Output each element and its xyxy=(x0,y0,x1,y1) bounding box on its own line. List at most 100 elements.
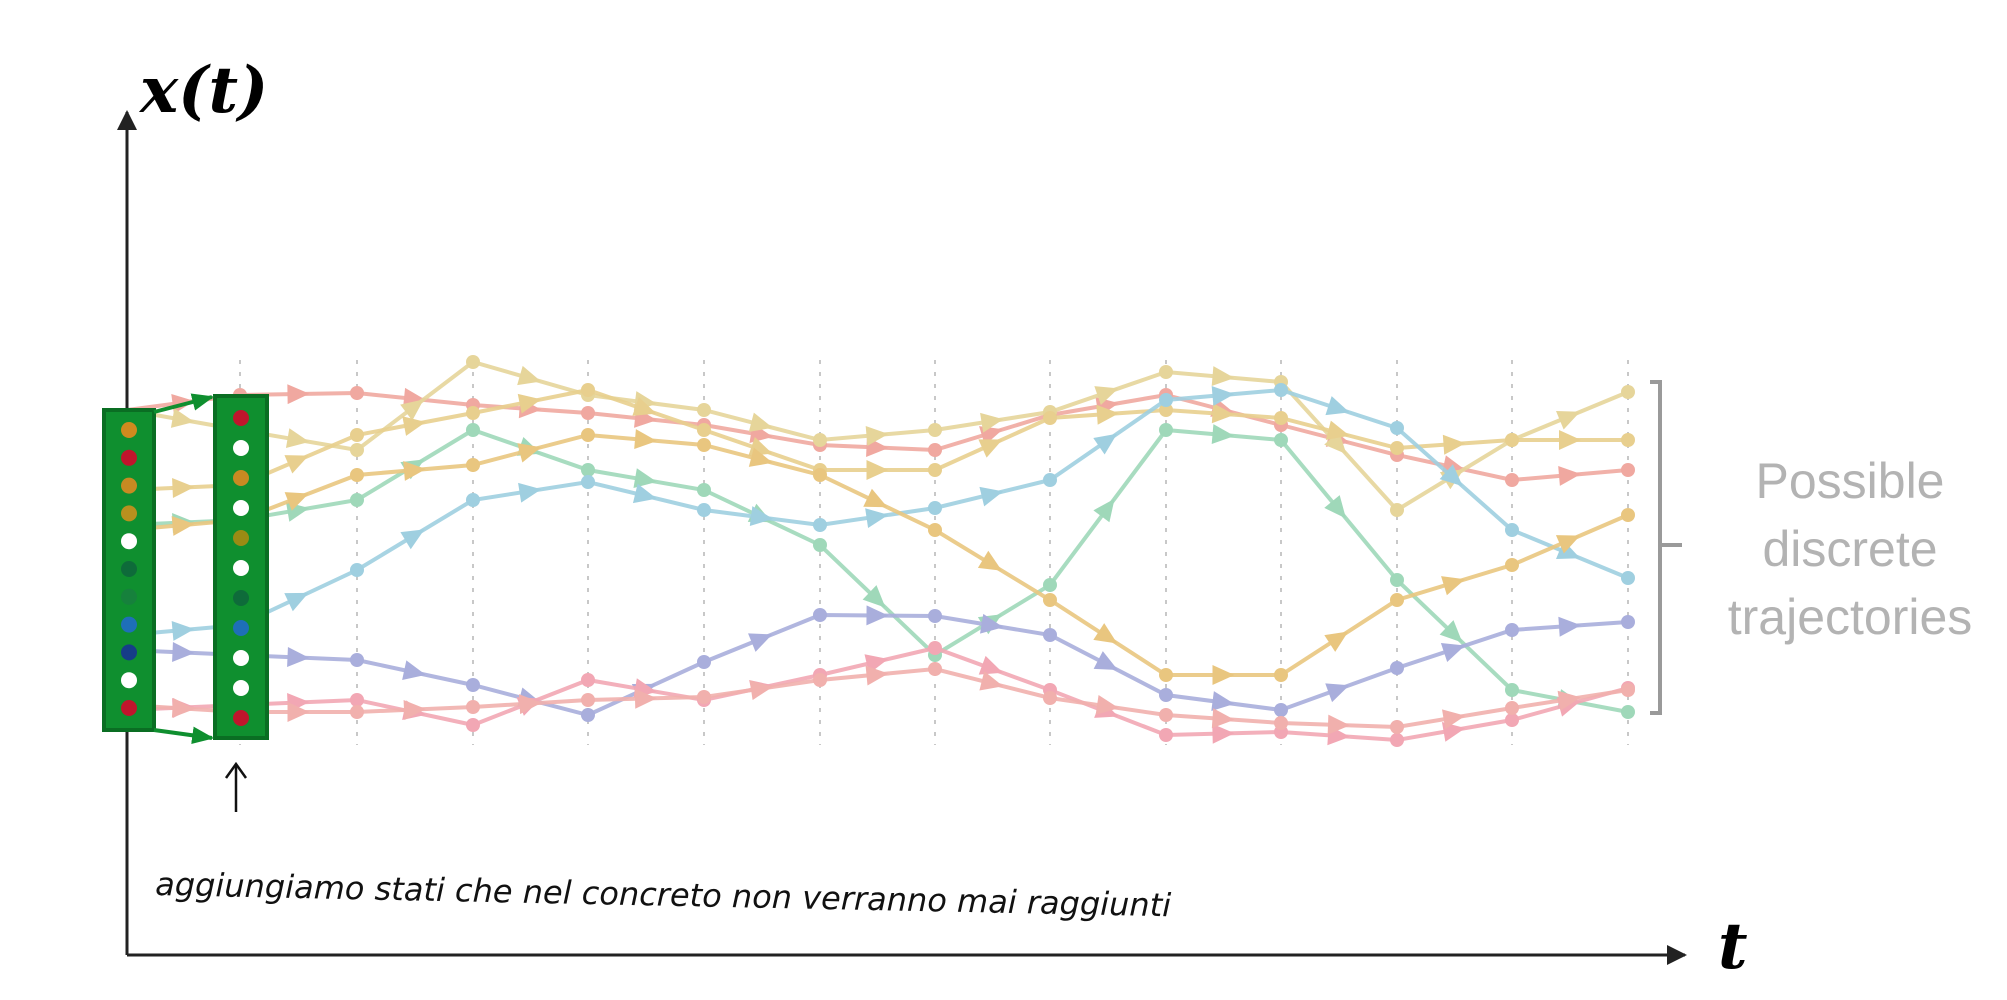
trajectory-node xyxy=(581,673,595,687)
state-dot xyxy=(233,590,249,606)
trajectory-node xyxy=(350,705,364,719)
trajectory-arrowhead xyxy=(978,439,1003,458)
trajectory-arrowhead xyxy=(1439,464,1463,487)
trajectory-node xyxy=(1274,716,1288,730)
brace-label-line-1: Possible xyxy=(1756,453,1945,509)
state-dot xyxy=(121,588,137,605)
trajectory-node xyxy=(928,662,942,676)
trajectory-arrowhead xyxy=(748,412,773,432)
trajectory-arrowhead xyxy=(1558,465,1581,486)
trajectory-node xyxy=(1621,508,1635,522)
trajectory-node xyxy=(1159,668,1173,682)
state-dot xyxy=(233,470,249,486)
trajectory-arrowhead xyxy=(284,455,309,474)
trajectory-node xyxy=(1390,573,1404,587)
trajectory-arrowhead xyxy=(1556,410,1581,430)
trajectory-node xyxy=(1390,720,1404,734)
trajectory-node xyxy=(1159,708,1173,722)
trajectory-node xyxy=(1390,441,1404,455)
state-dot xyxy=(121,477,137,494)
trajectory-arrowhead xyxy=(632,483,657,504)
trajectory-arrowhead xyxy=(518,482,542,503)
trajectory-arrowhead xyxy=(1324,631,1349,652)
trajectory-arrowhead xyxy=(748,633,773,652)
trajectory-node xyxy=(928,443,942,457)
trajectory-node xyxy=(697,483,711,497)
trajectory-node xyxy=(466,718,480,732)
trajectory-node xyxy=(928,423,942,437)
state-dot xyxy=(121,644,137,661)
trajectory-arrowhead xyxy=(866,460,889,480)
trajectory-arrowhead xyxy=(1211,385,1235,406)
trajectory-brace xyxy=(1650,380,1682,715)
trajectory-node xyxy=(350,563,364,577)
trajectory-node xyxy=(697,403,711,417)
trajectory-arrowhead xyxy=(284,592,309,612)
trajectory-node xyxy=(1505,473,1519,487)
trajectory-arrowhead xyxy=(979,671,1004,691)
trajectory-arrowhead xyxy=(1557,690,1581,711)
trajectory-node xyxy=(1505,558,1519,572)
state-dot xyxy=(121,616,137,633)
trajectory-arrowhead xyxy=(1212,723,1235,744)
trajectory-node xyxy=(350,493,364,507)
trajectory-node xyxy=(581,693,595,707)
trajectory-arrowhead xyxy=(287,647,310,668)
state-dot xyxy=(233,530,249,546)
trajectory-arrowhead xyxy=(171,697,195,718)
trajectory-arrowhead xyxy=(979,486,1004,507)
trajectory-node xyxy=(1043,473,1057,487)
trajectory-node xyxy=(813,538,827,552)
trajectory-arrowhead xyxy=(865,665,889,686)
trajectory-node xyxy=(697,503,711,517)
trajectory-node xyxy=(466,700,480,714)
trajectory-node xyxy=(1159,403,1173,417)
trajectory-arrowhead xyxy=(1093,433,1118,455)
trajectory-arrowhead xyxy=(978,655,1003,675)
trajectory-node xyxy=(1621,615,1635,629)
trajectory-arrowhead xyxy=(980,613,1004,634)
trajectory-arrowhead xyxy=(1325,683,1350,703)
trajectory-arrowhead xyxy=(748,447,773,467)
trajectory-node xyxy=(1505,683,1519,697)
brace-label-line-3: trajectories xyxy=(1728,589,1973,645)
brace-label-line-2: discrete xyxy=(1762,521,1937,577)
state-dot xyxy=(121,505,137,522)
trajectory-arrowhead xyxy=(865,508,889,529)
trajectory-arrowhead xyxy=(1093,498,1115,523)
trajectory-node xyxy=(466,493,480,507)
trajectory-arrowhead xyxy=(1096,404,1119,425)
trajectory-arrowhead xyxy=(1211,366,1235,387)
trajectory-arrowhead xyxy=(634,688,657,709)
trajectory-node xyxy=(1043,628,1057,642)
trajectory-node xyxy=(1505,523,1519,537)
trajectory-node xyxy=(350,468,364,482)
trajectory-node xyxy=(928,463,942,477)
trajectory-arrowhead xyxy=(517,365,542,386)
trajectory-arrowhead xyxy=(1211,403,1235,424)
trajectory-arrowhead xyxy=(1327,714,1350,735)
state-arrow-bottom xyxy=(153,726,215,745)
trajectory-node xyxy=(813,468,827,482)
trajectory-arrowhead xyxy=(403,699,426,720)
trajectory-arrowhead xyxy=(1558,616,1581,637)
trajectory-node xyxy=(350,428,364,442)
trajectory-node xyxy=(1159,728,1173,742)
trajectory-arrowhead xyxy=(402,416,426,436)
trajectory-arrowhead xyxy=(1559,430,1581,450)
trajectory-arrowhead xyxy=(1440,642,1465,662)
trajectory-node xyxy=(581,406,595,420)
trajectory-node xyxy=(928,523,942,537)
trajectory-node xyxy=(350,443,364,457)
annotation-arrow xyxy=(224,761,248,812)
trajectory-node xyxy=(928,609,942,623)
trajectory-node xyxy=(466,458,480,472)
trajectory-node xyxy=(1274,411,1288,425)
time-gridlines xyxy=(239,360,1629,745)
trajectory-arrowhead xyxy=(171,516,195,536)
trajectory-node xyxy=(1043,691,1057,705)
trajectory-arrowhead xyxy=(866,605,889,626)
trajectory-node xyxy=(1159,423,1173,437)
trajectory-lines xyxy=(126,355,1635,747)
trajectory-node xyxy=(1274,668,1288,682)
